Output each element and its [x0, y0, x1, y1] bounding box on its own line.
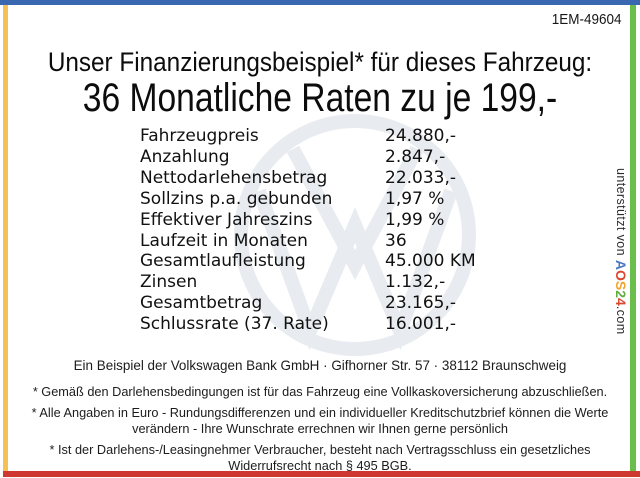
- table-row: Gesamtlaufleistung 45.000 KM: [140, 251, 476, 272]
- rate-headline: 36 Monatliche Raten zu je 199,-: [82, 76, 558, 120]
- frame-top-bar: [0, 0, 640, 5]
- table-row: Schlussrate (37. Rate) 16.001,-: [140, 314, 476, 335]
- row-value: 24.880,-: [385, 126, 457, 146]
- table-row: Gesamtbetrag 23.165,-: [140, 293, 476, 314]
- table-row: Sollzins p.a. gebunden 1,97 %: [140, 189, 476, 210]
- row-label: Schlussrate (37. Rate): [140, 314, 329, 335]
- row-label: Zinsen: [140, 272, 198, 293]
- frame-left-bar: [3, 5, 8, 471]
- footer: Ein Beispiel der Volkswagen Bank GmbH · …: [20, 357, 620, 478]
- row-label: Nettodarlehensbetrag: [140, 167, 328, 188]
- sponsor-brand-letter: A: [613, 259, 629, 270]
- frame-bottom-bar: [3, 471, 640, 477]
- vw-logo-watermark: [234, 114, 476, 356]
- table-row: Anzahlung 2.847,-: [140, 147, 476, 168]
- page-title: Unser Finanzierungsbeispiel* für dieses …: [47, 47, 593, 77]
- table-row: Nettodarlehensbetrag 22.033,-: [140, 168, 476, 189]
- table-row: Fahrzeugpreis 24.880,-: [140, 126, 476, 147]
- sponsor-suffix: .com: [614, 305, 628, 335]
- row-label: Sollzins p.a. gebunden: [140, 188, 333, 209]
- row-value: 16.001,-: [385, 314, 457, 335]
- row-value: 2.847,-: [385, 146, 446, 167]
- row-value: 1,97 %: [385, 188, 445, 209]
- sponsor-prefix: unterstützt von: [614, 168, 628, 260]
- table-row: Laufzeit in Monaten 36: [140, 231, 476, 252]
- row-label: Anzahlung: [140, 146, 230, 167]
- frame-right-bar: [630, 5, 636, 471]
- row-value: 22.033,-: [385, 167, 457, 188]
- sponsor-brand-letter: 2: [613, 290, 629, 299]
- footnote: * Alle Angaben in Euro - Rundungsdiffere…: [31, 404, 609, 437]
- sponsor-credit: unterstützt von AOS24.com: [613, 168, 629, 335]
- sponsor-brand-letter: S: [613, 280, 629, 291]
- financing-table: Fahrzeugpreis 24.880,- Anzahlung 2.847,-…: [140, 126, 476, 335]
- row-label: Gesamtbetrag: [140, 293, 263, 314]
- row-label: Laufzeit in Monaten: [140, 230, 308, 251]
- row-value: 45.000 KM: [385, 251, 476, 272]
- row-value: 36: [385, 230, 407, 251]
- footnote: * Gemäß den Darlehensbedingungen ist für…: [32, 384, 608, 399]
- table-row: Zinsen 1.132,-: [140, 272, 476, 293]
- table-row: Effektiver Jahreszins 1,99 %: [140, 210, 476, 231]
- row-value: 1,99 %: [385, 209, 445, 230]
- bank-address-line: Ein Beispiel der Volkswagen Bank GmbH · …: [73, 357, 567, 373]
- footnote: * Ist der Darlehens-/Leasingnehmer Verbr…: [49, 441, 591, 474]
- row-label: Gesamtlaufleistung: [140, 251, 306, 272]
- row-label: Fahrzeugpreis: [140, 126, 259, 146]
- vehicle-id: 1EM-49604: [552, 11, 622, 28]
- sponsor-brand-letter: 4: [613, 298, 629, 306]
- row-value: 23.165,-: [385, 293, 457, 314]
- sponsor-brand-letter: O: [613, 270, 629, 281]
- row-value: 1.132,-: [385, 272, 446, 293]
- row-label: Effektiver Jahreszins: [140, 209, 313, 230]
